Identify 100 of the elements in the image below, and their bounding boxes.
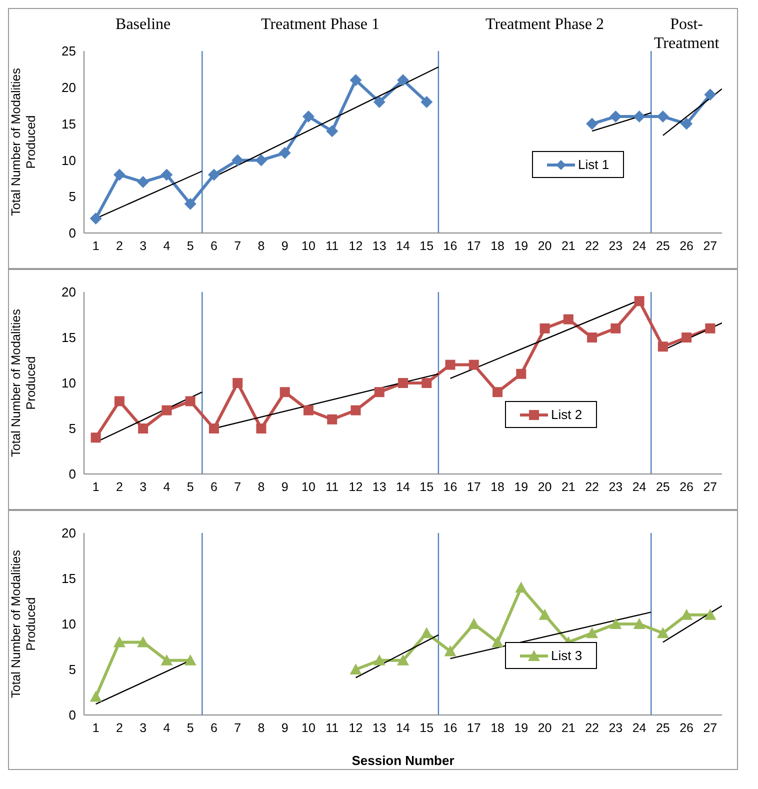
- point: [633, 618, 646, 629]
- point: [586, 627, 598, 638]
- point: [374, 387, 384, 398]
- y-tick-label: 5: [68, 421, 76, 436]
- x-tick-label: 22: [585, 238, 600, 253]
- x-tick-label: 26: [680, 720, 694, 735]
- x-tick-label: 18: [490, 480, 505, 494]
- point: [420, 96, 433, 108]
- point: [445, 360, 456, 370]
- point: [704, 88, 716, 101]
- point: [397, 74, 409, 86]
- point: [162, 405, 172, 416]
- point: [492, 636, 504, 648]
- x-tick-label: 4: [163, 238, 170, 253]
- x-tick-label: 20: [538, 480, 552, 494]
- x-tick-label: 1: [92, 238, 100, 253]
- point: [634, 296, 644, 306]
- point: [90, 212, 102, 224]
- y-tick-label: 15: [62, 330, 76, 346]
- point: [373, 96, 386, 108]
- x-tick-label: 15: [420, 238, 434, 253]
- point: [705, 323, 716, 334]
- point: [280, 387, 290, 398]
- x-tick-label: 11: [326, 238, 339, 253]
- point: [256, 424, 266, 434]
- point: [682, 332, 692, 342]
- x-tick-label: 18: [490, 720, 505, 735]
- y-tick-label: 5: [68, 189, 76, 204]
- x-tick-label: 14: [396, 480, 410, 494]
- point: [444, 645, 456, 656]
- y-tick-label: 0: [68, 226, 76, 241]
- point: [326, 125, 338, 138]
- x-tick-label: 14: [396, 720, 410, 735]
- y-tick-label: 20: [62, 526, 76, 541]
- x-tick-label: 13: [372, 720, 386, 735]
- point: [538, 608, 551, 620]
- point: [515, 582, 528, 593]
- point: [303, 405, 314, 416]
- x-tick-label: 3: [140, 238, 147, 253]
- x-tick-label: 25: [656, 480, 670, 494]
- x-tick-label: 17: [466, 480, 481, 494]
- x-tick-label: 2: [116, 720, 123, 735]
- point: [138, 424, 148, 434]
- x-tick-label: 15: [420, 480, 434, 494]
- x-tick-label: 7: [234, 720, 242, 735]
- point: [704, 608, 716, 620]
- point: [350, 405, 361, 416]
- point: [232, 378, 243, 388]
- point: [587, 332, 598, 342]
- point: [373, 654, 386, 666]
- x-tick-label: 6: [210, 480, 218, 494]
- x-tick-label: 6: [210, 238, 218, 253]
- x-tick-label: 20: [538, 238, 552, 253]
- point: [350, 664, 362, 674]
- x-tick-label: 21: [561, 480, 576, 494]
- x-tick-label: 12: [348, 238, 363, 253]
- x-tick-label: 21: [561, 720, 576, 735]
- y-axis-title: Total Number of Modalities Produced: [9, 549, 39, 700]
- legend-label: List 1: [578, 157, 610, 172]
- x-tick-label: 2: [116, 480, 123, 494]
- point: [633, 110, 646, 123]
- point: [232, 154, 244, 166]
- y-tick-label: 15: [62, 571, 76, 586]
- y-axis-title: Total Number of Modalities Produced: [9, 67, 39, 218]
- y-tick-label: 10: [62, 376, 76, 391]
- x-tick-label: 3: [140, 480, 147, 494]
- x-tick-label: 4: [163, 480, 170, 494]
- x-tick-label: 19: [514, 480, 528, 494]
- y-tick-label: 20: [62, 284, 76, 300]
- point: [327, 414, 338, 424]
- x-tick-label: 22: [585, 720, 600, 735]
- point: [586, 118, 598, 130]
- point: [540, 323, 550, 334]
- x-tick-label: 18: [490, 238, 505, 253]
- x-tick-label: 7: [234, 238, 242, 253]
- annotation: Post-Treatment: [652, 15, 720, 53]
- point: [90, 432, 101, 443]
- x-tick-label: 17: [466, 238, 481, 253]
- y-tick-label: 5: [68, 662, 76, 678]
- x-tick-label: 16: [443, 238, 458, 253]
- point: [278, 146, 291, 159]
- x-tick-label: 5: [186, 480, 194, 494]
- x-tick-label: 6: [210, 720, 218, 735]
- point: [184, 654, 196, 666]
- x-tick-label: 20: [538, 720, 552, 735]
- x-tick-label: 23: [608, 720, 623, 735]
- x-tick-label: 24: [632, 480, 646, 494]
- point: [90, 690, 102, 702]
- x-tick-label: 12: [348, 480, 363, 494]
- x-tick-label: 14: [396, 238, 410, 253]
- x-tick-label: 1: [92, 480, 100, 494]
- x-tick-label: 12: [348, 720, 363, 735]
- point: [185, 396, 196, 406]
- point: [610, 323, 621, 334]
- text: Treatment Phase 2: [484, 15, 606, 34]
- point: [398, 378, 408, 388]
- x-tick-label: 19: [514, 720, 528, 735]
- point: [680, 118, 693, 130]
- y-tick-label: 0: [68, 708, 76, 723]
- point: [208, 424, 219, 434]
